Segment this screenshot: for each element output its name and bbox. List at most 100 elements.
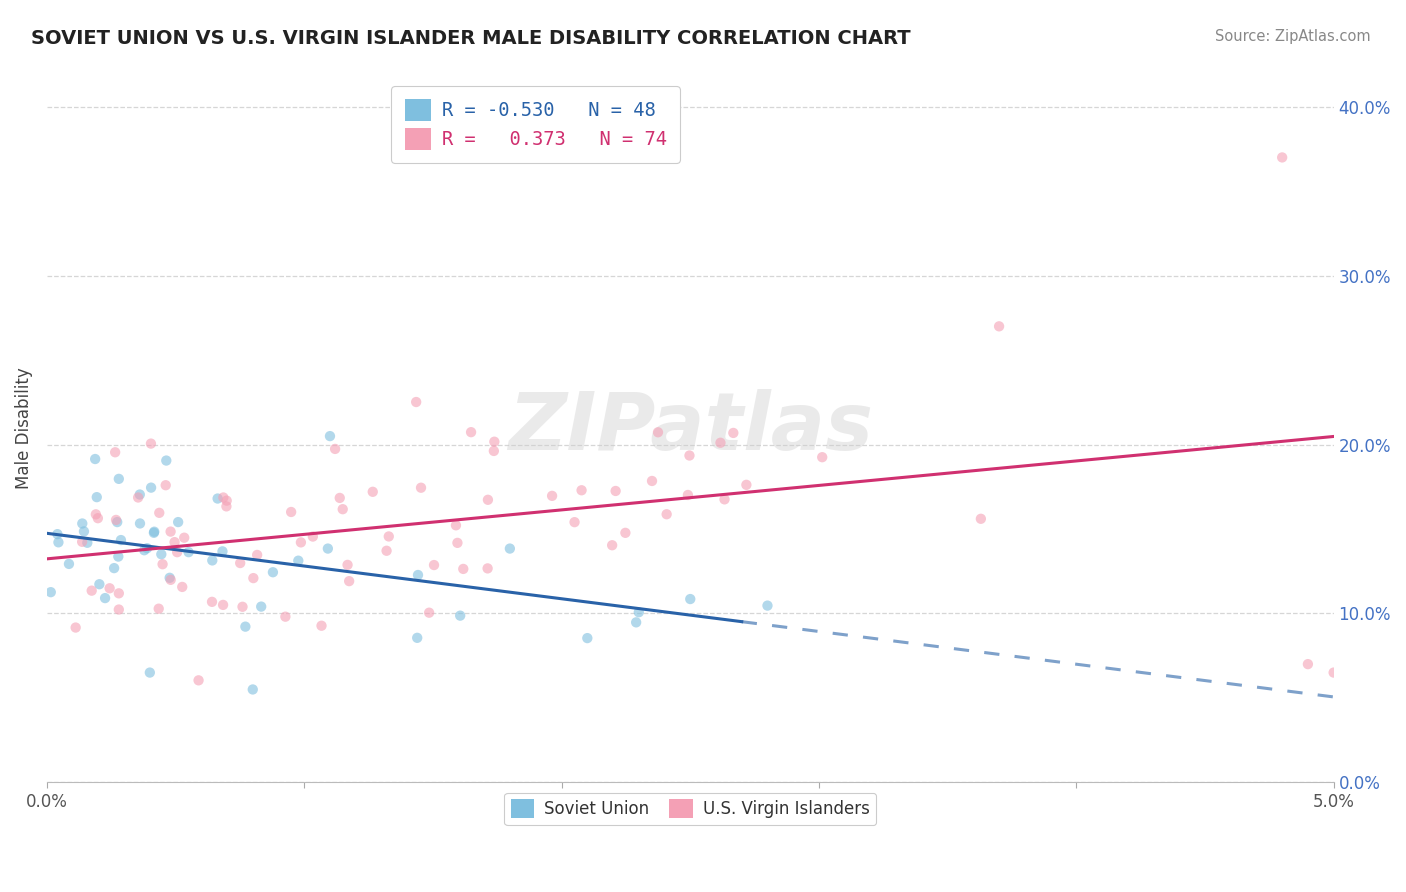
Point: [86, 490, 108, 504]
Point: [641, 474, 664, 488]
Point: [375, 543, 398, 558]
Point: [477, 492, 499, 507]
Point: [624, 615, 647, 630]
Point: [155, 453, 177, 467]
Point: [159, 524, 181, 539]
Point: [499, 541, 522, 556]
Point: [564, 515, 586, 529]
Point: [735, 478, 758, 492]
Point: [103, 561, 125, 575]
Text: ZIPatlas: ZIPatlas: [508, 389, 873, 467]
Point: [110, 533, 132, 547]
Point: [76, 535, 98, 549]
Point: [127, 491, 149, 505]
Point: [104, 445, 127, 459]
Point: [159, 571, 181, 585]
Point: [39, 585, 62, 599]
Point: [242, 682, 264, 697]
Point: [84, 508, 107, 522]
Point: [1323, 665, 1346, 680]
Point: [212, 598, 235, 612]
Point: [409, 481, 432, 495]
Point: [94, 591, 117, 606]
Point: [201, 553, 224, 567]
Point: [453, 562, 475, 576]
Point: [423, 558, 446, 572]
Point: [231, 599, 253, 614]
Point: [163, 535, 186, 549]
Point: [167, 515, 190, 529]
Legend: Soviet Union, U.S. Virgin Islanders: Soviet Union, U.S. Virgin Islanders: [505, 792, 876, 825]
Point: [80, 583, 103, 598]
Point: [87, 511, 110, 525]
Point: [235, 620, 257, 634]
Text: SOVIET UNION VS U.S. VIRGIN ISLANDER MALE DISABILITY CORRELATION CHART: SOVIET UNION VS U.S. VIRGIN ISLANDER MAL…: [31, 29, 911, 47]
Point: [105, 513, 128, 527]
Point: [107, 549, 129, 564]
Point: [173, 531, 195, 545]
Point: [405, 395, 427, 409]
Point: [215, 500, 238, 514]
Point: [446, 536, 468, 550]
Point: [89, 577, 111, 591]
Point: [274, 609, 297, 624]
Point: [378, 529, 401, 543]
Point: [302, 530, 325, 544]
Point: [484, 434, 506, 449]
Point: [678, 449, 700, 463]
Point: [647, 425, 669, 440]
Point: [187, 673, 209, 688]
Point: [319, 429, 342, 443]
Point: [723, 425, 745, 440]
Point: [58, 557, 80, 571]
Point: [143, 524, 166, 539]
Point: [1271, 150, 1294, 164]
Point: [105, 515, 128, 529]
Point: [139, 665, 162, 680]
Point: [311, 619, 333, 633]
Point: [148, 506, 170, 520]
Point: [108, 472, 131, 486]
Point: [600, 538, 623, 552]
Point: [98, 581, 121, 595]
Point: [159, 573, 181, 587]
Point: [679, 592, 702, 607]
Point: [280, 505, 302, 519]
Point: [139, 481, 162, 495]
Point: [337, 574, 360, 588]
Point: [713, 492, 735, 507]
Point: [139, 436, 162, 450]
Point: [576, 631, 599, 645]
Point: [756, 599, 779, 613]
Point: [207, 491, 229, 506]
Point: [614, 525, 637, 540]
Point: [84, 452, 107, 467]
Point: [211, 544, 233, 558]
Y-axis label: Male Disability: Male Disability: [15, 367, 32, 489]
Point: [287, 554, 309, 568]
Point: [627, 605, 650, 619]
Point: [482, 444, 505, 458]
Point: [709, 435, 731, 450]
Point: [142, 525, 165, 540]
Point: [605, 483, 627, 498]
Point: [336, 558, 359, 572]
Point: [215, 493, 238, 508]
Point: [571, 483, 593, 498]
Point: [418, 606, 440, 620]
Point: [329, 491, 352, 505]
Point: [406, 631, 429, 645]
Point: [449, 608, 471, 623]
Point: [201, 595, 224, 609]
Point: [262, 566, 284, 580]
Point: [48, 535, 70, 549]
Point: [212, 491, 235, 505]
Point: [134, 543, 156, 558]
Point: [477, 561, 499, 575]
Point: [152, 558, 174, 572]
Point: [229, 556, 252, 570]
Point: [136, 541, 159, 556]
Point: [406, 568, 429, 582]
Point: [290, 535, 312, 549]
Point: [166, 545, 188, 559]
